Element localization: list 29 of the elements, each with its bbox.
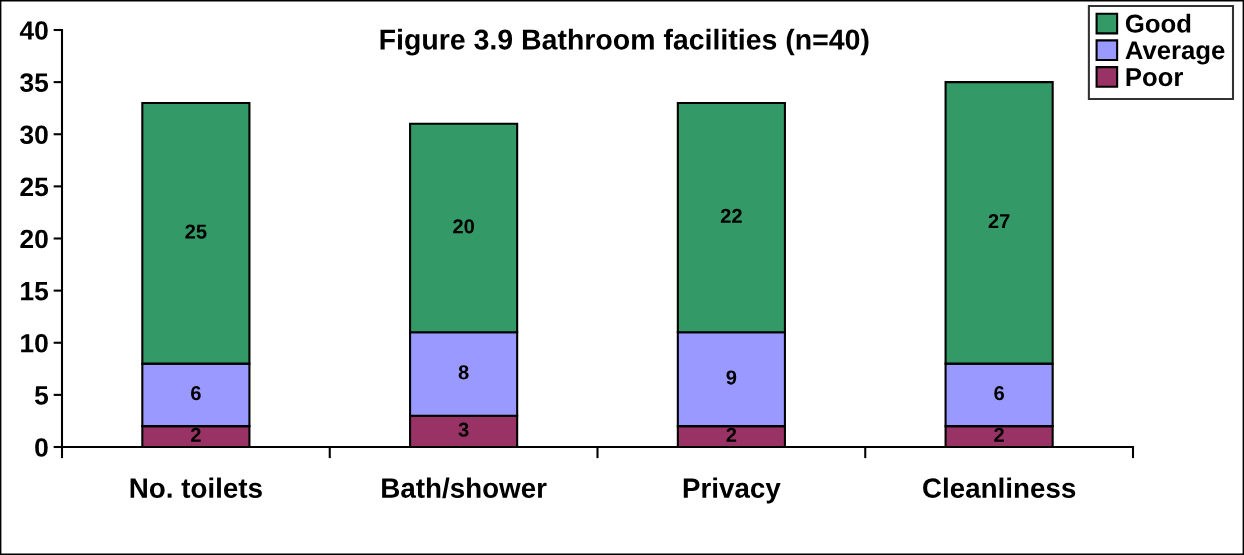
- y-tick-label: 0: [35, 438, 48, 457]
- y-tick-label: 25: [20, 177, 49, 197]
- data-label: 3: [458, 422, 469, 437]
- data-label: 22: [720, 208, 742, 223]
- legend-label: Good: [1125, 13, 1191, 33]
- legend-label: Poor: [1126, 68, 1183, 87]
- data-label: 27: [988, 214, 1010, 229]
- y-tick-label: 15: [21, 282, 49, 301]
- data-label: 8: [458, 365, 469, 380]
- data-label: 6: [191, 386, 201, 401]
- data-label: 2: [726, 427, 737, 442]
- data-label: 6: [994, 386, 1004, 401]
- x-tick-label: Privacy: [683, 477, 781, 504]
- x-tick-label: No. toilets: [130, 477, 262, 498]
- data-label: 9: [726, 370, 737, 385]
- legend-label: Average: [1125, 41, 1225, 65]
- y-tick-label: 35: [20, 73, 49, 92]
- data-label: 2: [190, 427, 201, 442]
- y-tick-label: 40: [19, 21, 48, 40]
- y-tick-label: 10: [21, 333, 48, 353]
- x-tick-label: Bath/shower: [382, 477, 547, 499]
- chart-title: Figure 3.9 Bathroom facilities (n=40): [380, 28, 869, 56]
- y-tick-label: 5: [34, 386, 49, 405]
- data-label: 20: [453, 219, 474, 234]
- data-label: 25: [185, 224, 207, 239]
- y-tick-label: 30: [20, 125, 48, 145]
- y-tick-label: 20: [20, 229, 48, 249]
- x-tick-label: Cleanliness: [923, 477, 1076, 498]
- data-label: 2: [994, 427, 1004, 442]
